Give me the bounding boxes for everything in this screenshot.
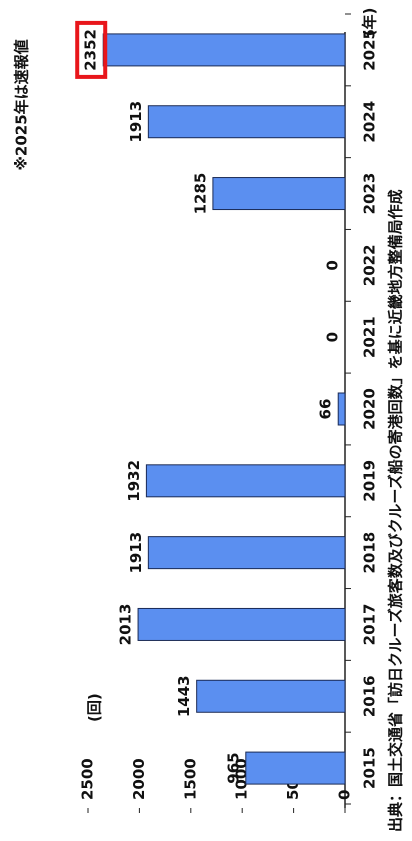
bar	[196, 679, 346, 713]
y-tick-label: 2000	[130, 758, 148, 800]
highlight-box	[75, 20, 108, 79]
y-axis-label: (回)	[86, 693, 104, 722]
value-label: 1285	[191, 173, 209, 215]
x-tick-label: 2017	[361, 604, 379, 646]
value-label: 0	[324, 332, 342, 342]
bar	[145, 464, 346, 498]
value-label: 965	[224, 752, 242, 783]
bar	[147, 536, 346, 570]
x-tick-label: 2025	[361, 29, 379, 71]
x-tick-label: 2021	[361, 316, 379, 358]
annotation: ※2025年は速報値	[13, 39, 31, 170]
x-tick-label: 2024	[361, 101, 379, 143]
x-tick-label: 2015	[361, 747, 379, 789]
bar	[102, 33, 346, 67]
bar	[137, 607, 346, 641]
x-tick-label: 2020	[361, 388, 379, 430]
x-tick-label: 2019	[361, 460, 379, 502]
value-label: 1913	[127, 101, 145, 143]
y-tick-label: 0	[336, 790, 354, 800]
bar	[245, 751, 346, 785]
y-tick-label: 1500	[181, 758, 199, 800]
bar	[212, 177, 346, 211]
value-label: 1913	[127, 532, 145, 574]
x-tick-label: 2016	[361, 675, 379, 717]
value-label: 1932	[125, 460, 143, 502]
bar	[337, 392, 346, 426]
x-tick-label: 2023	[361, 173, 379, 215]
value-label: 1443	[175, 675, 193, 717]
value-label: 2013	[117, 604, 135, 646]
source: 出典：国土交通省「訪日クルーズ旅客数及びクルーズ船の寄港回数」を基に近畿地方整備…	[387, 189, 405, 832]
value-label: 0	[324, 260, 342, 270]
x-axis-label: (年)	[361, 8, 379, 37]
bar	[147, 105, 346, 139]
y-tick-label: 2500	[79, 758, 97, 800]
value-label: 2352	[82, 29, 100, 71]
x-tick-label: 2018	[361, 532, 379, 574]
x-tick-label: 2022	[361, 244, 379, 286]
value-label: 66	[317, 399, 335, 420]
